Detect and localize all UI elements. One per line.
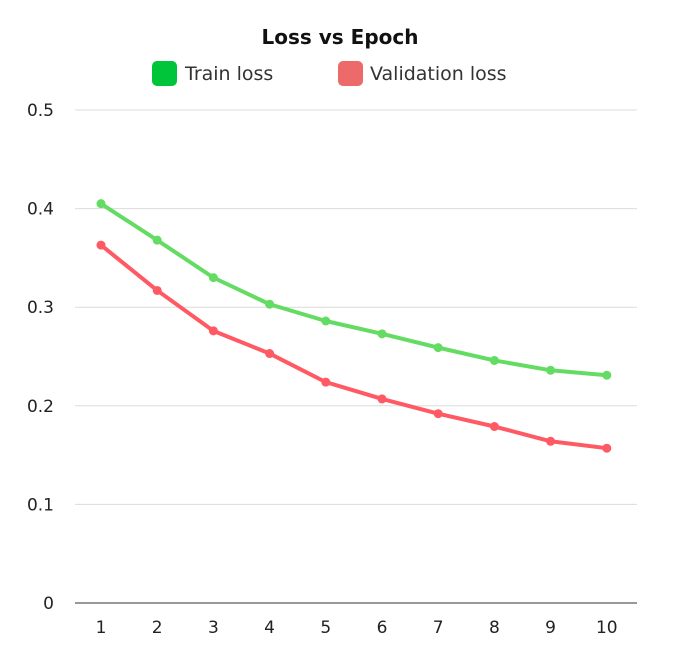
data-point[interactable] <box>546 365 556 375</box>
data-point[interactable] <box>433 409 443 419</box>
chart-title: Loss vs Epoch <box>262 25 419 49</box>
legend-label-validation: Validation loss <box>370 63 507 85</box>
legend: Train loss Validation loss <box>152 61 507 86</box>
data-point[interactable] <box>489 422 499 432</box>
data-point[interactable] <box>602 370 612 380</box>
x-tick-label: 8 <box>489 618 500 638</box>
data-point[interactable] <box>152 285 162 295</box>
legend-swatch-validation <box>338 61 363 86</box>
data-point[interactable] <box>321 377 331 387</box>
x-tick-label: 3 <box>208 618 219 638</box>
y-tick-label: 0.4 <box>27 200 54 220</box>
data-point[interactable] <box>489 355 499 365</box>
x-tick-label: 10 <box>596 618 618 638</box>
series-line <box>99 243 609 451</box>
legend-label-train: Train loss <box>184 63 273 85</box>
x-tick-label: 6 <box>377 618 388 638</box>
y-tick-label: 0.3 <box>27 298 54 318</box>
legend-item-validation[interactable]: Validation loss <box>338 61 507 86</box>
legend-swatch-train <box>152 61 177 86</box>
data-point[interactable] <box>321 316 331 326</box>
data-point[interactable] <box>265 299 275 309</box>
data-point[interactable] <box>152 235 162 245</box>
y-tick-label: 0.2 <box>27 397 54 417</box>
x-tick-label: 7 <box>433 618 444 638</box>
x-tick-label: 1 <box>96 618 107 638</box>
legend-item-train[interactable]: Train loss <box>152 61 273 86</box>
x-tick-label: 9 <box>545 618 556 638</box>
y-tick-label: 0 <box>43 594 54 614</box>
data-point[interactable] <box>377 394 387 404</box>
data-point[interactable] <box>265 349 275 359</box>
x-tick-label: 2 <box>152 618 163 638</box>
data-point[interactable] <box>208 326 218 336</box>
x-axis: 1 2 3 4 5 6 7 8 9 10 <box>96 618 618 638</box>
data-point[interactable] <box>433 343 443 353</box>
data-point[interactable] <box>208 273 218 283</box>
series-train <box>96 199 612 380</box>
data-point[interactable] <box>96 240 106 250</box>
grid-lines <box>75 109 637 604</box>
x-tick-label: 5 <box>320 618 331 638</box>
series-validation <box>96 240 612 453</box>
data-point[interactable] <box>602 443 612 453</box>
data-point[interactable] <box>546 436 556 446</box>
y-axis: 0 0.1 0.2 0.3 0.4 0.5 <box>27 101 54 614</box>
y-tick-label: 0.5 <box>27 101 54 121</box>
series-layer <box>96 199 612 453</box>
series-line <box>99 201 609 378</box>
y-tick-label: 0.1 <box>27 495 54 515</box>
x-tick-label: 4 <box>264 618 275 638</box>
data-point[interactable] <box>377 329 387 339</box>
data-point[interactable] <box>96 199 106 209</box>
